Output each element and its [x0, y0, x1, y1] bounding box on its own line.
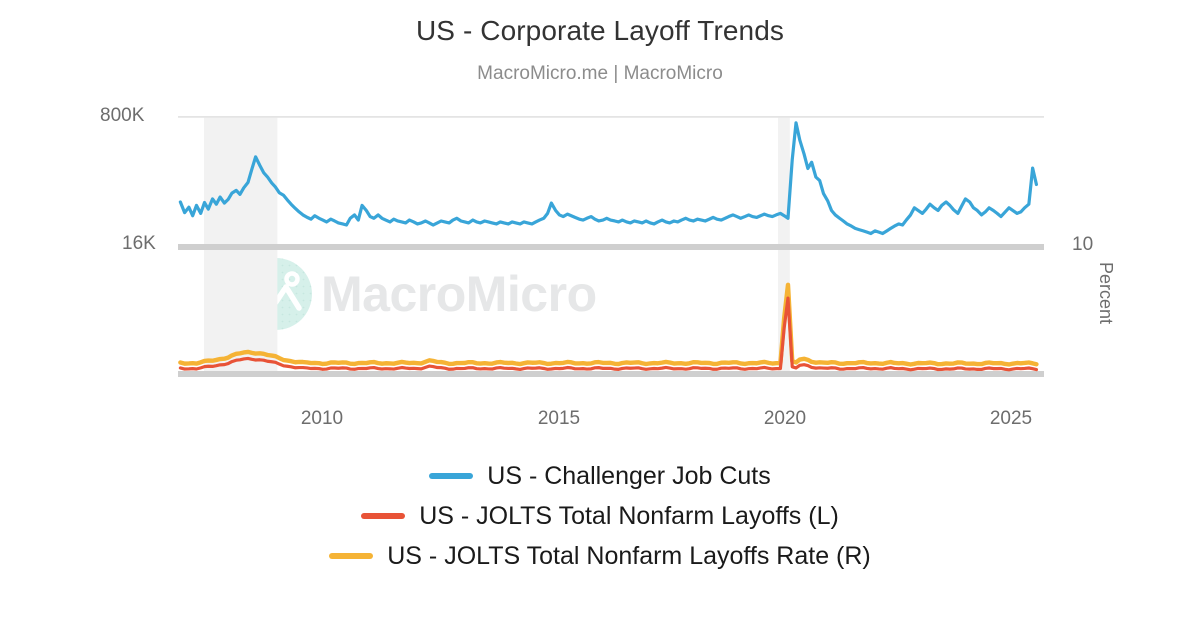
legend-label: US - JOLTS Total Nonfarm Layoffs Rate (R… — [387, 542, 871, 570]
series-line-jolts-layoffs-rate — [178, 282, 1039, 367]
x-tick-2010: 2010 — [300, 408, 344, 429]
legend-label: US - Challenger Job Cuts — [487, 462, 771, 490]
axis-baseline — [178, 371, 1044, 377]
y-axis-title-percent: Percent — [1096, 262, 1116, 325]
legend: US - Challenger Job Cuts US - JOLTS Tota… — [0, 462, 1200, 570]
legend-swatch-icon — [329, 553, 374, 559]
x-tick-2020: 2020 — [763, 408, 807, 429]
legend-label: US - JOLTS Total Nonfarm Layoffs (L) — [419, 502, 839, 530]
legend-swatch-icon — [361, 513, 406, 519]
legend-item-jolts-layoffs-rate[interactable]: US - JOLTS Total Nonfarm Layoffs Rate (R… — [329, 542, 871, 570]
chart-subtitle: MacroMicro.me | MacroMicro — [477, 63, 723, 84]
x-tick-2015: 2015 — [537, 408, 581, 429]
page-title: US - Corporate Layoff Trends — [415, 15, 785, 46]
plot-area — [178, 116, 1044, 377]
legend-item-challenger[interactable]: US - Challenger Job Cuts — [429, 462, 771, 490]
series-line-challenger-job-cuts — [178, 121, 1039, 236]
gridline-16k — [178, 244, 1044, 250]
legend-swatch-icon — [429, 473, 474, 479]
x-tick-2025: 2025 — [989, 408, 1033, 429]
y-tick-800k: 800K — [100, 105, 145, 126]
y-tick-16k: 16K — [122, 233, 156, 254]
series-line-jolts-layoffs — [178, 296, 1039, 372]
y-tick-right-10: 10 — [1072, 234, 1094, 255]
chart-canvas — [178, 116, 1044, 377]
legend-item-jolts-layoffs[interactable]: US - JOLTS Total Nonfarm Layoffs (L) — [361, 502, 839, 530]
